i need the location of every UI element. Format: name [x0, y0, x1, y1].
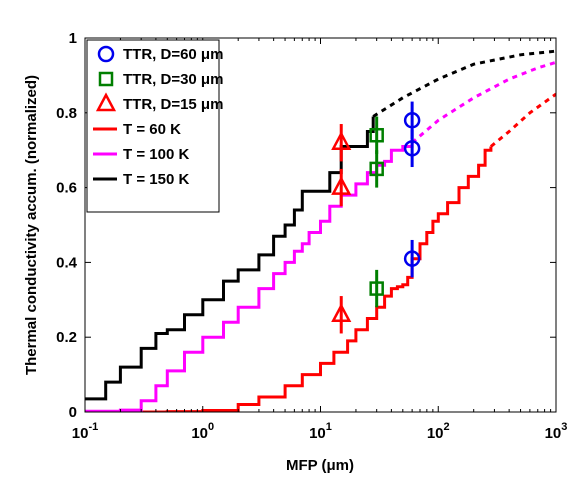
legend-label: T = 60 K	[123, 121, 181, 138]
legend-marker	[97, 45, 115, 63]
legend-label: T = 100 K	[123, 146, 189, 163]
data-point	[403, 112, 421, 129]
data-point	[403, 140, 421, 157]
x-axis-label: MFP (μm)	[286, 457, 354, 474]
data-point	[369, 281, 384, 296]
x-tick-label: 103	[545, 421, 568, 442]
legend-label: TTR, D=60 μm	[123, 46, 223, 63]
x-tick-label: 101	[309, 421, 332, 442]
data-point	[369, 127, 384, 143]
data-point	[403, 250, 421, 267]
legend-label: TTR, D=30 μm	[123, 71, 223, 88]
legend-label: TTR, D=15 μm	[123, 96, 223, 113]
series-line	[85, 116, 375, 401]
y-tick-label: 0.8	[56, 105, 77, 122]
series-line	[85, 146, 493, 412]
y-tick-label: 1	[69, 30, 77, 47]
legend-label: T = 150 K	[123, 171, 189, 188]
data-point	[331, 175, 352, 195]
points-layer	[331, 101, 421, 334]
data-point	[331, 131, 352, 150]
legend-marker	[98, 71, 114, 87]
y-tick-label: 0.4	[56, 254, 78, 271]
y-tick-label: 0.6	[56, 180, 77, 197]
x-tick-label: 102	[427, 421, 450, 442]
series-extrapolation-line	[489, 92, 556, 148]
y-tick-label: 0	[69, 404, 77, 421]
series-extrapolation-line	[372, 49, 556, 118]
data-point	[331, 303, 352, 323]
data-point	[369, 161, 384, 177]
legend-marker	[95, 92, 117, 112]
ticks-layer: 10-1 100 101 102 103 0 0.2 0.4 0.6 0.8 1	[56, 30, 567, 442]
legend-box	[86, 39, 220, 213]
y-tick-label: 0.2	[56, 329, 77, 346]
series-extrapolation-line	[411, 60, 556, 144]
x-tick-label: 100	[191, 421, 214, 442]
x-tick-label: 10-1	[72, 421, 98, 442]
y-axis-label: Thermal conductivity accum. (normalized)	[23, 75, 40, 375]
legend: TTR, D=60 μm TTR, D=30 μm TTR, D=15 μm T = …	[86, 39, 223, 213]
